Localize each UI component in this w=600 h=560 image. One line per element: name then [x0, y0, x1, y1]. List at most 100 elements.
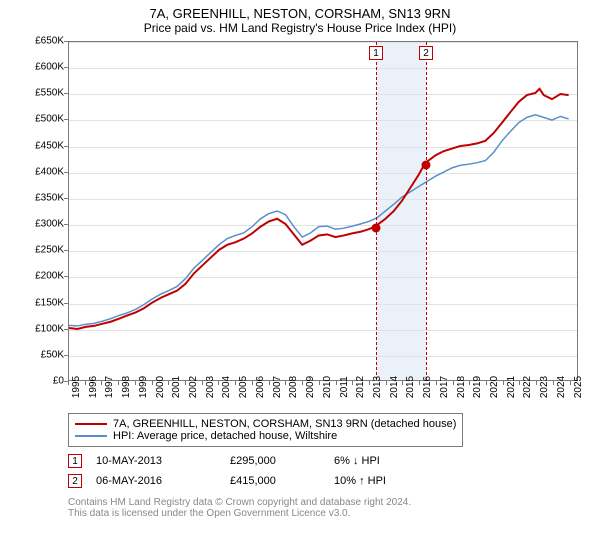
- sale-delta: 6% ↓ HPI: [334, 455, 454, 467]
- y-axis-label: £50K: [20, 349, 64, 360]
- x-tick: [118, 381, 119, 385]
- chart-container: 7A, GREENHILL, NESTON, CORSHAM, SN13 9RN…: [0, 0, 600, 560]
- x-axis-label: 1996: [88, 376, 99, 398]
- x-axis-label: 2004: [221, 376, 232, 398]
- footer-line-1: Contains HM Land Registry data © Crown c…: [68, 497, 580, 508]
- sales-table: 110-MAY-2013£295,0006% ↓ HPI206-MAY-2016…: [20, 451, 580, 491]
- y-tick: [64, 355, 68, 356]
- plot-region: 12: [68, 41, 578, 381]
- x-tick: [152, 381, 153, 385]
- sale-price: £415,000: [230, 475, 320, 487]
- x-tick: [252, 381, 253, 385]
- x-tick: [352, 381, 353, 385]
- x-tick: [469, 381, 470, 385]
- x-axis-label: 2012: [355, 376, 366, 398]
- y-tick: [64, 119, 68, 120]
- x-axis-label: 2021: [506, 376, 517, 398]
- y-axis-label: £100K: [20, 323, 64, 334]
- x-tick: [85, 381, 86, 385]
- x-tick: [269, 381, 270, 385]
- sale-marker-number: 1: [369, 46, 383, 60]
- x-axis-label: 1997: [104, 376, 115, 398]
- y-tick: [64, 250, 68, 251]
- x-axis-label: 2013: [372, 376, 383, 398]
- y-axis-label: £500K: [20, 114, 64, 125]
- x-axis-label: 2003: [205, 376, 216, 398]
- x-axis-label: 2014: [389, 376, 400, 398]
- x-axis-label: 2002: [188, 376, 199, 398]
- legend-swatch: [75, 423, 107, 425]
- x-tick: [68, 381, 69, 385]
- legend-item: 7A, GREENHILL, NESTON, CORSHAM, SN13 9RN…: [75, 418, 456, 430]
- y-tick: [64, 41, 68, 42]
- y-axis-label: £600K: [20, 62, 64, 73]
- x-axis-label: 2020: [489, 376, 500, 398]
- sale-marker-dot: [422, 160, 431, 169]
- x-tick: [386, 381, 387, 385]
- x-tick: [402, 381, 403, 385]
- series-line: [69, 115, 569, 326]
- y-tick: [64, 146, 68, 147]
- y-axis-label: £350K: [20, 192, 64, 203]
- x-tick: [101, 381, 102, 385]
- sale-date: 10-MAY-2013: [96, 455, 216, 467]
- x-tick: [285, 381, 286, 385]
- x-tick: [570, 381, 571, 385]
- x-axis-label: 2008: [288, 376, 299, 398]
- x-tick: [319, 381, 320, 385]
- y-axis-label: £400K: [20, 166, 64, 177]
- x-tick: [519, 381, 520, 385]
- sale-marker-line: [426, 42, 427, 380]
- y-axis-label: £0: [20, 376, 64, 387]
- sale-price: £295,000: [230, 455, 320, 467]
- chart-subtitle: Price paid vs. HM Land Registry's House …: [10, 21, 590, 35]
- x-tick: [486, 381, 487, 385]
- x-axis-label: 2018: [456, 376, 467, 398]
- sale-marker-dot: [372, 223, 381, 232]
- y-tick: [64, 93, 68, 94]
- y-tick: [64, 329, 68, 330]
- x-axis-label: 1999: [138, 376, 149, 398]
- x-axis-label: 2022: [522, 376, 533, 398]
- sale-row: 110-MAY-2013£295,0006% ↓ HPI: [68, 451, 580, 471]
- x-tick: [185, 381, 186, 385]
- legend-item: HPI: Average price, detached house, Wilt…: [75, 430, 456, 442]
- x-tick: [553, 381, 554, 385]
- y-tick: [64, 198, 68, 199]
- y-axis-label: £300K: [20, 219, 64, 230]
- x-axis-label: 2007: [272, 376, 283, 398]
- y-axis-label: £550K: [20, 88, 64, 99]
- y-axis-label: £250K: [20, 245, 64, 256]
- sale-marker-number: 2: [419, 46, 433, 60]
- x-axis-label: 2015: [405, 376, 416, 398]
- legend-label: 7A, GREENHILL, NESTON, CORSHAM, SN13 9RN…: [113, 418, 456, 430]
- series-line: [69, 89, 569, 329]
- x-tick: [218, 381, 219, 385]
- x-axis-label: 1995: [71, 376, 82, 398]
- x-axis-label: 2010: [322, 376, 333, 398]
- y-axis-label: £200K: [20, 271, 64, 282]
- x-axis-label: 2024: [556, 376, 567, 398]
- x-axis-label: 2011: [339, 376, 350, 398]
- y-tick: [64, 303, 68, 304]
- x-tick: [168, 381, 169, 385]
- x-axis-label: 2009: [305, 376, 316, 398]
- sale-row: 2 06-MAY-2016 £415,000 10% ↑ HPI: [68, 471, 580, 491]
- sale-delta: 10% ↑ HPI: [334, 475, 454, 487]
- y-axis-label: £450K: [20, 140, 64, 151]
- y-tick: [64, 67, 68, 68]
- legend: 7A, GREENHILL, NESTON, CORSHAM, SN13 9RN…: [20, 413, 580, 447]
- x-tick: [436, 381, 437, 385]
- sale-marker-line: [376, 42, 377, 380]
- legend-label: HPI: Average price, detached house, Wilt…: [113, 430, 337, 442]
- footer-line-2: This data is licensed under the Open Gov…: [68, 508, 580, 519]
- sale-number-box: 2: [68, 474, 82, 488]
- x-axis-label: 2006: [255, 376, 266, 398]
- y-axis-label: £150K: [20, 297, 64, 308]
- y-tick: [64, 276, 68, 277]
- sale-date: 06-MAY-2016: [96, 475, 216, 487]
- x-axis-label: 2017: [439, 376, 450, 398]
- x-tick: [453, 381, 454, 385]
- x-tick: [302, 381, 303, 385]
- x-axis-label: 2019: [472, 376, 483, 398]
